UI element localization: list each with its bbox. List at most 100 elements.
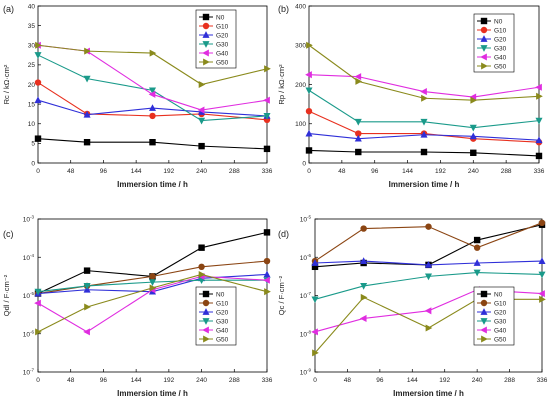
x-tick-label: 288	[229, 377, 240, 384]
series-g40	[305, 71, 542, 101]
data-point-n0	[83, 138, 91, 146]
data-point-g20	[305, 129, 313, 137]
data-point-n0	[355, 148, 362, 156]
x-tick-label: 336	[262, 377, 273, 384]
y-tick-label: 10-3	[23, 215, 35, 224]
legend-label: G10	[494, 27, 507, 34]
data-point-g30	[473, 269, 481, 277]
legend-label: G10	[494, 300, 507, 307]
chart-d-svg: 0 48 96 144 192 240 288 336 10-9 10-8 10-7 10-6 10-5…	[277, 215, 548, 399]
data-point-g20	[83, 110, 91, 118]
series-g30	[34, 52, 271, 125]
data-point-n0	[149, 138, 156, 146]
legend-label: G40	[494, 54, 507, 61]
data-point-g30	[34, 288, 42, 296]
y-tick-label: 0	[31, 160, 35, 167]
legend: N0 G10 G20 G30 G40 G50	[473, 13, 515, 73]
data-point-g40	[263, 276, 270, 284]
series-g20	[311, 257, 546, 268]
data-point-g10	[360, 225, 367, 232]
data-point-n0	[420, 148, 428, 156]
legend-marker	[202, 290, 210, 298]
x-tick-label: 144	[131, 168, 142, 175]
x-tick-label: 48	[67, 168, 75, 175]
data-point-g30	[311, 296, 319, 304]
data-point-g40	[148, 90, 156, 98]
data-point-g10	[34, 79, 42, 86]
chart-panel-b: 0 48 96 144 192 240 288 336 0 100 200 300 400 Immersi…	[275, 0, 550, 206]
legend-label: G50	[494, 63, 507, 70]
data-point-g30	[538, 271, 546, 279]
x-tick-label: 0	[36, 377, 40, 384]
x-tick-label: 96	[100, 168, 108, 175]
x-tick-label: 0	[307, 168, 311, 175]
data-point-n0	[311, 263, 319, 271]
data-point-g30	[424, 273, 433, 281]
series-g20	[305, 129, 543, 144]
x-axis-label: Immersion time / h	[117, 180, 188, 189]
y-axis-label: Qdl / F·cm⁻²	[2, 274, 11, 316]
legend-label: G40	[216, 327, 229, 334]
x-tick-label: 144	[402, 168, 413, 175]
legend-marker	[480, 45, 488, 52]
data-point-g10	[473, 244, 481, 251]
data-point-g40	[359, 314, 367, 322]
legend-box	[195, 286, 237, 346]
data-point-g50	[539, 295, 546, 303]
data-point-g30	[198, 117, 206, 125]
data-point-g50	[84, 303, 91, 311]
legend-label: G50	[216, 336, 229, 343]
legend-label: G10	[216, 300, 229, 307]
legend-label: N0	[494, 18, 503, 25]
x-tick-label: 336	[262, 168, 273, 175]
legend-label: G30	[216, 318, 229, 325]
panel-label: (d)	[278, 229, 289, 239]
data-point-g50	[421, 94, 428, 102]
legend-marker	[203, 58, 210, 66]
y-tick-label: 5	[31, 141, 35, 148]
data-point-g20	[354, 134, 362, 142]
data-point-g40	[263, 96, 270, 104]
x-axis-label: Immersion time / h	[389, 180, 460, 189]
data-point-g50	[355, 77, 363, 85]
data-point-g10	[425, 223, 432, 230]
x-tick-label: 192	[163, 377, 174, 384]
legend-label: G40	[216, 50, 229, 57]
x-tick-label: 0	[36, 168, 40, 175]
panel-label: (c)	[3, 229, 14, 239]
data-point-g10	[149, 112, 156, 120]
legend-label: G20	[216, 309, 229, 316]
data-point-n0	[263, 229, 271, 236]
data-point-g50	[306, 41, 313, 49]
chart-panel-d: 0 48 96 144 192 240 288 336 10-9 10-8 10-7 10-6 10-5…	[275, 207, 550, 413]
y-tick-label: 400	[295, 3, 306, 10]
data-point-g40	[197, 106, 205, 114]
data-point-g30	[148, 87, 157, 95]
data-point-g50	[35, 41, 42, 49]
series-g50	[35, 270, 271, 336]
y-tick-label: 0	[302, 160, 306, 167]
legend-marker	[481, 335, 488, 343]
legend-marker	[480, 318, 488, 325]
series-g50	[35, 41, 271, 89]
panel-label: (b)	[278, 4, 289, 14]
y-tick-label: 10-6	[23, 329, 35, 338]
data-point-g50	[264, 65, 271, 73]
y-tick-label: 10-7	[300, 291, 312, 300]
data-point-g10	[355, 130, 362, 137]
legend-label: N0	[216, 291, 225, 298]
data-point-g20	[148, 104, 157, 111]
data-point-n0	[83, 267, 91, 274]
chart-c-svg: 0 48 96 144 192 240 288 336 10-7 10-6 10-5 10-4 10-3…	[2, 215, 273, 399]
x-axis-label: Immersion time / h	[393, 389, 464, 398]
data-point-g50	[536, 92, 543, 100]
data-point-g30	[263, 113, 271, 120]
data-point-g40	[83, 328, 90, 336]
x-axis-label: Immersion time / h	[117, 389, 188, 398]
legend-box	[195, 9, 237, 69]
data-point-g20	[263, 270, 271, 278]
y-tick-label: 15	[28, 101, 36, 108]
data-point-g10	[305, 107, 313, 115]
x-tick-label: 144	[407, 377, 418, 384]
legend-marker	[480, 326, 487, 334]
